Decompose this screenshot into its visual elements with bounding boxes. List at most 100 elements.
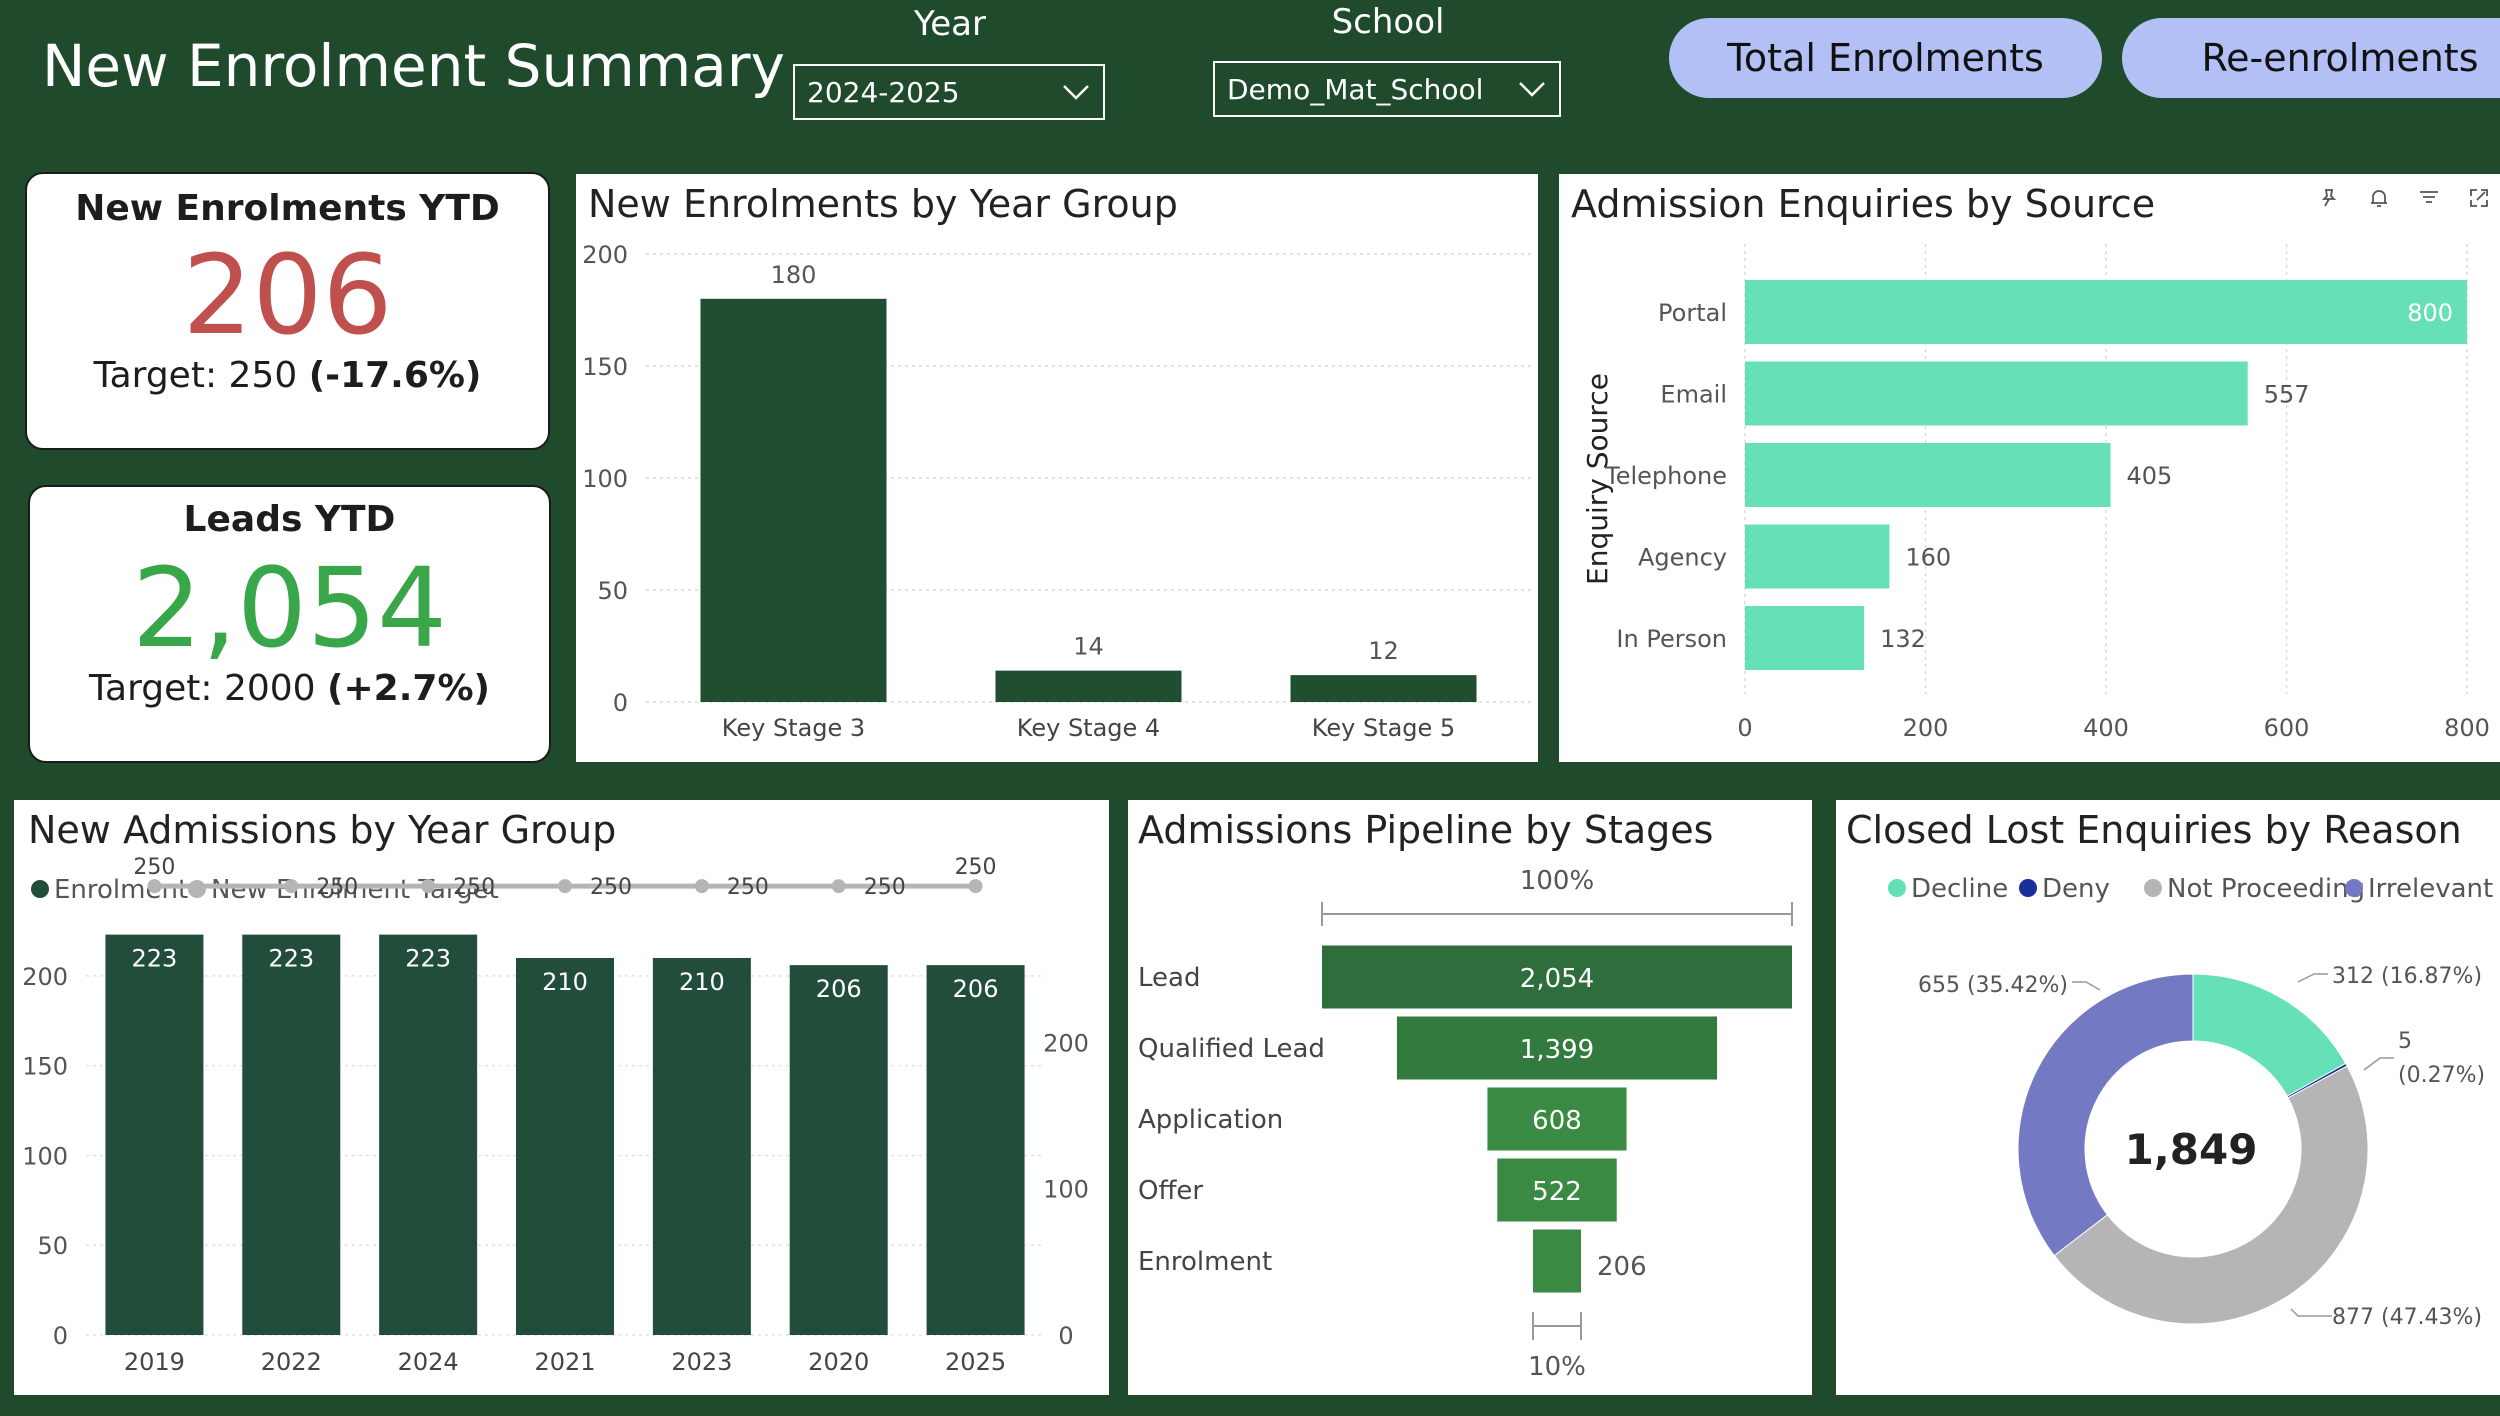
kpi-target: Target: 2000 (+2.7%) — [30, 668, 549, 709]
stage-label: Application — [1138, 1105, 1283, 1135]
enquiries-by-source-panel: Admission Enquiries by Source 0 200 400 600… — [1559, 174, 2500, 762]
chevron-down-icon — [1519, 82, 1545, 97]
donut-slice — [2017, 973, 2194, 1257]
admissions-pipeline-panel: Admissions Pipeline by Stages 100% Lead 2,… — [1128, 800, 1812, 1395]
x-tick-label: 2024 — [398, 1348, 459, 1376]
data-label: 877 (47.43%) — [2332, 1305, 2482, 1330]
target-point — [147, 879, 162, 894]
target-label: 250 — [727, 875, 769, 900]
funnel-top-bracket — [1321, 902, 1793, 926]
bar — [1745, 606, 1865, 670]
x-tick-label: 600 — [2264, 714, 2310, 742]
school-filter-label: School — [1331, 2, 1445, 42]
year-filter-label: Year — [914, 4, 986, 44]
kpi-leads-card: Leads YTD 2,054 Target: 2000 (+2.7%) — [28, 485, 551, 763]
y-tick-label: 150 — [22, 1053, 68, 1081]
bar — [1745, 524, 1890, 589]
funnel-bottom-percent: 10% — [1528, 1352, 1586, 1382]
kpi-value: 2,054 — [132, 544, 447, 672]
target-point — [968, 879, 983, 894]
total-enrolments-button[interactable]: Total Enrolments — [1669, 18, 2102, 98]
legend-label: Enrolment — [54, 875, 188, 905]
kpi-new-enrolments-card: New Enrolments YTD 206 Target: 250 (-17.… — [25, 172, 550, 450]
legend-marker — [188, 880, 206, 898]
enrolments-by-year-group-chart: 0 50 100 150 200 180 Key Stage 3 14 Key Stage 4 1… — [582, 241, 1531, 742]
y2-tick-label: 0 — [1058, 1322, 1073, 1350]
leader-line — [2290, 1308, 2332, 1317]
y-tick-label: 200 — [582, 241, 628, 269]
x-tick-label: Key Stage 4 — [1017, 714, 1160, 742]
target-point — [421, 879, 436, 894]
data-label: 210 — [679, 968, 725, 996]
bar — [995, 670, 1182, 702]
y-tick-label: Portal — [1658, 299, 1727, 327]
bar — [105, 934, 204, 1335]
legend-marker — [31, 880, 49, 898]
admissions-by-year-group-chart: Enrolment New Enrolment Target 0 50 100 150 20… — [22, 855, 1089, 1376]
stage-label: Lead — [1138, 963, 1200, 993]
y-tick-label: In Person — [1616, 625, 1727, 653]
target-point — [558, 879, 572, 894]
y-tick-label: 0 — [53, 1322, 68, 1350]
chart-title: Admission Enquiries by Source — [1571, 182, 2156, 226]
bar — [700, 298, 887, 702]
x-tick-label: 2023 — [671, 1348, 732, 1376]
funnel-bar — [1396, 1016, 1718, 1080]
data-label: 800 — [2407, 299, 2453, 327]
stage-label: Qualified Lead — [1138, 1034, 1325, 1064]
x-tick-label: 200 — [1903, 714, 1949, 742]
chart-title: Admissions Pipeline by Stages — [1138, 808, 1714, 852]
year-dropdown-value: 2024-2025 — [807, 75, 960, 109]
bell-icon[interactable] — [2367, 186, 2391, 210]
target-label: 250 — [590, 875, 632, 900]
target-point — [284, 879, 299, 894]
axis-title: Enquiry Source — [1581, 373, 1614, 585]
data-label: 223 — [268, 945, 314, 973]
x-tick-label: 2022 — [261, 1348, 322, 1376]
year-dropdown[interactable]: 2024-2025 — [793, 64, 1105, 120]
data-label: 206 — [953, 975, 999, 1003]
y-tick-label: Telephone — [1604, 462, 1727, 490]
school-dropdown[interactable]: Demo_Mat_School — [1213, 61, 1561, 117]
data-label: 405 — [2127, 462, 2173, 490]
pin-icon[interactable] — [2317, 186, 2341, 210]
y2-tick-label: 100 — [1043, 1176, 1089, 1204]
kpi-delta: (+2.7%) — [327, 668, 490, 709]
y-tick-label: 50 — [597, 577, 628, 605]
y-tick-label: 100 — [22, 1142, 68, 1170]
bar — [926, 965, 1025, 1335]
stage-label: Offer — [1138, 1176, 1203, 1206]
legend-label: Deny — [2042, 874, 2110, 904]
enrolments-by-year-group-panel: New Enrolments by Year Group 0 50 100 150 20… — [576, 174, 1538, 762]
x-tick-label: 400 — [2083, 714, 2129, 742]
chart-title: New Enrolments by Year Group — [588, 182, 1178, 226]
funnel-bar — [1533, 1229, 1581, 1293]
chart-title: Closed Lost Enquiries by Reason — [1846, 808, 2462, 852]
data-label: 206 — [816, 975, 862, 1003]
leader-line — [2072, 981, 2101, 991]
data-label: 522 — [1532, 1177, 1582, 1207]
data-label: 223 — [132, 945, 178, 973]
x-tick-label: 2020 — [808, 1348, 869, 1376]
y-tick-label: 50 — [37, 1232, 68, 1260]
kpi-target: Target: 250 (-17.6%) — [27, 355, 548, 396]
data-label: (0.27%) — [2398, 1063, 2485, 1088]
bar — [1745, 280, 2467, 344]
bar — [789, 965, 888, 1335]
kpi-delta: (-17.6%) — [308, 355, 482, 396]
y-tick-label: 150 — [582, 353, 628, 381]
data-label: 160 — [1905, 544, 1951, 572]
chart-title: New Admissions by Year Group — [28, 808, 617, 852]
focus-mode-icon[interactable] — [2467, 186, 2491, 210]
target-point — [694, 879, 709, 894]
school-dropdown-value: Demo_Mat_School — [1227, 72, 1484, 106]
chevron-down-icon — [1063, 85, 1089, 100]
kpi-title: Leads YTD — [183, 499, 396, 540]
admissions-pipeline-chart: 100% Lead 2,054 Qualified Lead 1,399 Applicat… — [1138, 866, 1793, 1382]
filter-icon[interactable] — [2417, 186, 2441, 210]
closed-lost-enquiries-chart: Decline Deny Not Proceeding Irrelevant 1,849… — [1888, 874, 2493, 1330]
closed-lost-enquiries-panel: Closed Lost Enquiries by Reason Decline D… — [1836, 800, 2500, 1395]
data-label: 5 — [2398, 1029, 2412, 1054]
funnel-bar — [1322, 945, 1792, 1009]
re-enrolments-button[interactable]: Re-enrolments — [2122, 18, 2500, 98]
